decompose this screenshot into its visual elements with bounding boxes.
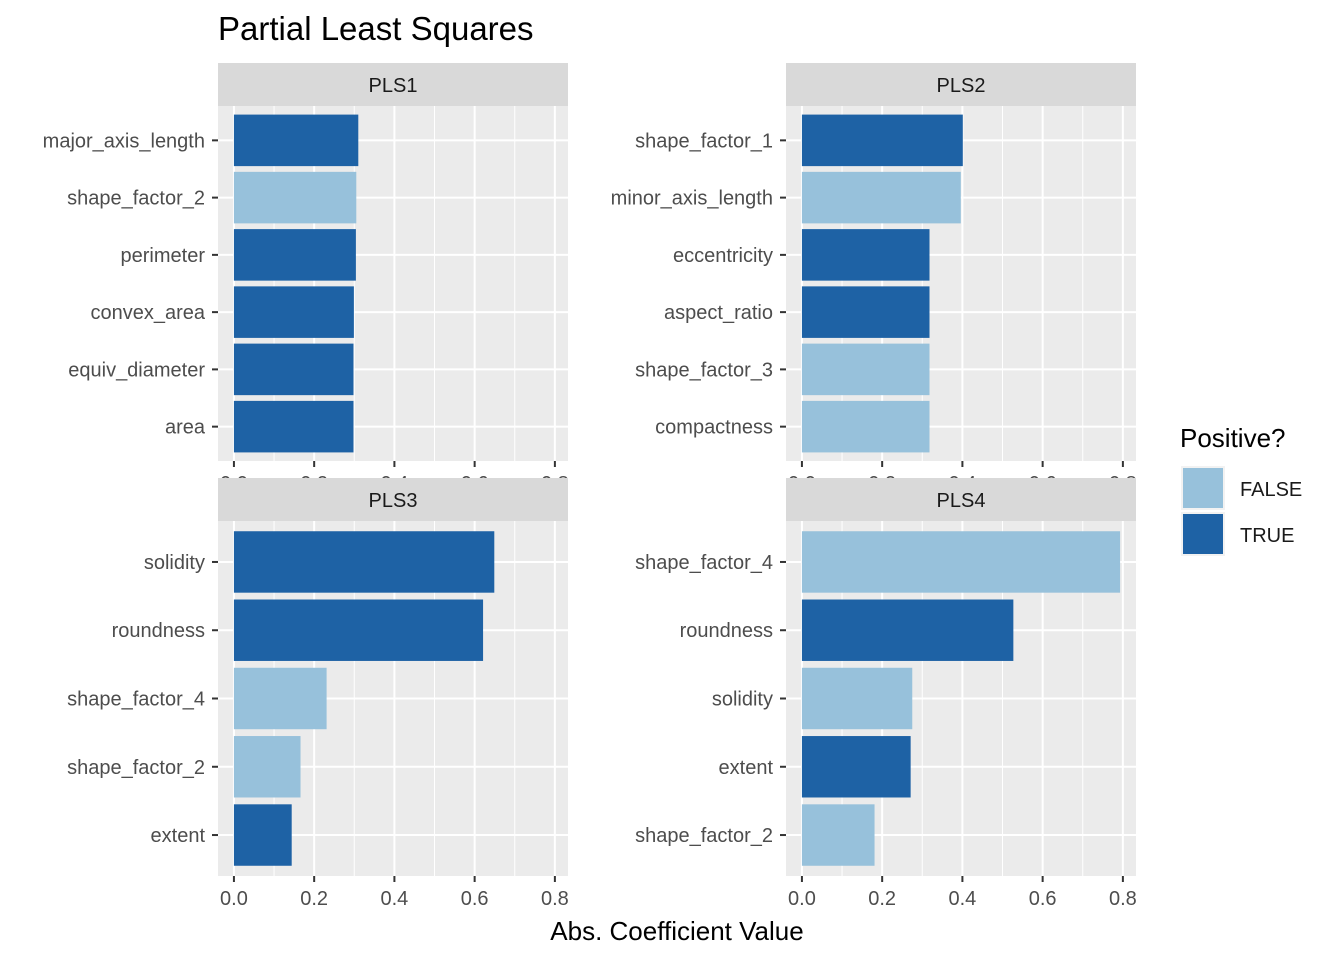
- bar-solidity: [233, 531, 495, 593]
- category-label: shape_factor_4: [635, 552, 773, 574]
- facet-pls1: PLS1 major_axis_length shape_factor_2perim…: [43, 63, 569, 495]
- bar-minor-axis-length: [801, 171, 961, 224]
- category-label: convex_area: [90, 302, 205, 324]
- legend-entries: FALSE TRUE: [1181, 466, 1302, 556]
- category-label: aspect_ratio: [664, 302, 773, 324]
- bar-aspect-ratio: [801, 286, 930, 338]
- legend-title: Positive?: [1180, 423, 1286, 453]
- category-label: compactness: [655, 417, 773, 439]
- x-tick-label: 0.8: [541, 888, 569, 910]
- legend-swatch-true: [1183, 514, 1223, 554]
- category-label: solidity: [144, 552, 205, 574]
- facet-strip-label: PLS4: [937, 490, 986, 512]
- category-label: shape_factor_2: [67, 188, 205, 210]
- x-tick-label: 0.8: [1109, 888, 1137, 910]
- category-label: solidity: [712, 689, 773, 711]
- category-label: perimeter: [121, 245, 206, 267]
- category-label: minor_axis_length: [611, 188, 773, 210]
- category-label: major_axis_length: [43, 130, 205, 152]
- category-label: shape_factor_1: [635, 130, 773, 152]
- facet-strip: [786, 478, 1136, 521]
- bar-shape-factor-4: [233, 667, 327, 730]
- category-label: shape_factor_4: [67, 689, 205, 711]
- legend-label-false: FALSE: [1240, 479, 1302, 501]
- category-label: extent: [719, 757, 774, 779]
- x-axis-title: Abs. Coefficient Value: [550, 916, 803, 946]
- category-label: area: [165, 417, 206, 439]
- legend-swatch-false: [1183, 468, 1223, 508]
- x-tick-label: 0.4: [948, 888, 976, 910]
- x-tick-label: 0.0: [220, 888, 248, 910]
- category-label: shape_factor_2: [67, 757, 205, 779]
- bar-extent: [233, 804, 292, 866]
- category-label: shape_factor_3: [635, 359, 773, 381]
- bar-shape-factor-2: [233, 171, 357, 224]
- category-label: shape_factor_2: [635, 825, 773, 847]
- facet-pls2: PLS2 shape_factor_1 minor_axis_lengtheccen…: [611, 63, 1137, 495]
- facet-strip-label: PLS2: [937, 75, 986, 97]
- bar-solidity: [801, 667, 913, 730]
- bar-shape-factor-2: [801, 804, 875, 866]
- category-label: extent: [151, 825, 206, 847]
- category-label: eccentricity: [673, 245, 773, 267]
- facet-strip: [218, 478, 568, 521]
- facet-strip: [786, 63, 1136, 106]
- x-tick-label: 0.6: [461, 888, 489, 910]
- bar-major-axis-length: [233, 114, 359, 167]
- bar-shape-factor-4: [801, 531, 1121, 593]
- facet-pls3: PLS3 solidity roundness shape_factor_4shape…: [67, 478, 569, 910]
- bar-area: [233, 400, 354, 453]
- facet-pls4: PLS4 shape_factor_4 roundness solidity exten…: [635, 478, 1137, 910]
- bar-roundness: [801, 599, 1014, 661]
- x-tick-label: 0.0: [788, 888, 816, 910]
- x-tick-label: 0.2: [868, 888, 896, 910]
- bar-extent: [801, 736, 911, 798]
- category-label: roundness: [112, 620, 205, 642]
- facet-strip: [218, 63, 568, 106]
- legend-label-true: TRUE: [1240, 525, 1294, 547]
- facet-strip-label: PLS3: [369, 490, 418, 512]
- legend: Positive? FALSE TRUE: [1180, 423, 1302, 556]
- bar-equiv-diameter: [233, 343, 354, 396]
- x-tick-label: 0.4: [380, 888, 408, 910]
- chart-title: Partial Least Squares: [218, 10, 534, 47]
- bar-convex-area: [233, 286, 354, 338]
- x-tick-label: 0.2: [300, 888, 328, 910]
- bar-roundness: [233, 599, 484, 661]
- category-label: roundness: [680, 620, 773, 642]
- bar-perimeter: [233, 229, 356, 281]
- bar-compactness: [801, 400, 930, 453]
- facet-panels: PLS1major_axis_lengthshape_factor_2perim…: [43, 63, 1137, 910]
- bar-shape-factor-3: [801, 343, 930, 396]
- facet-strip-label: PLS1: [369, 75, 418, 97]
- x-tick-label: 0.6: [1029, 888, 1057, 910]
- bar-shape-factor-1: [801, 114, 963, 167]
- bar-eccentricity: [801, 229, 930, 281]
- category-label: equiv_diameter: [68, 359, 205, 381]
- bar-shape-factor-2: [233, 736, 301, 798]
